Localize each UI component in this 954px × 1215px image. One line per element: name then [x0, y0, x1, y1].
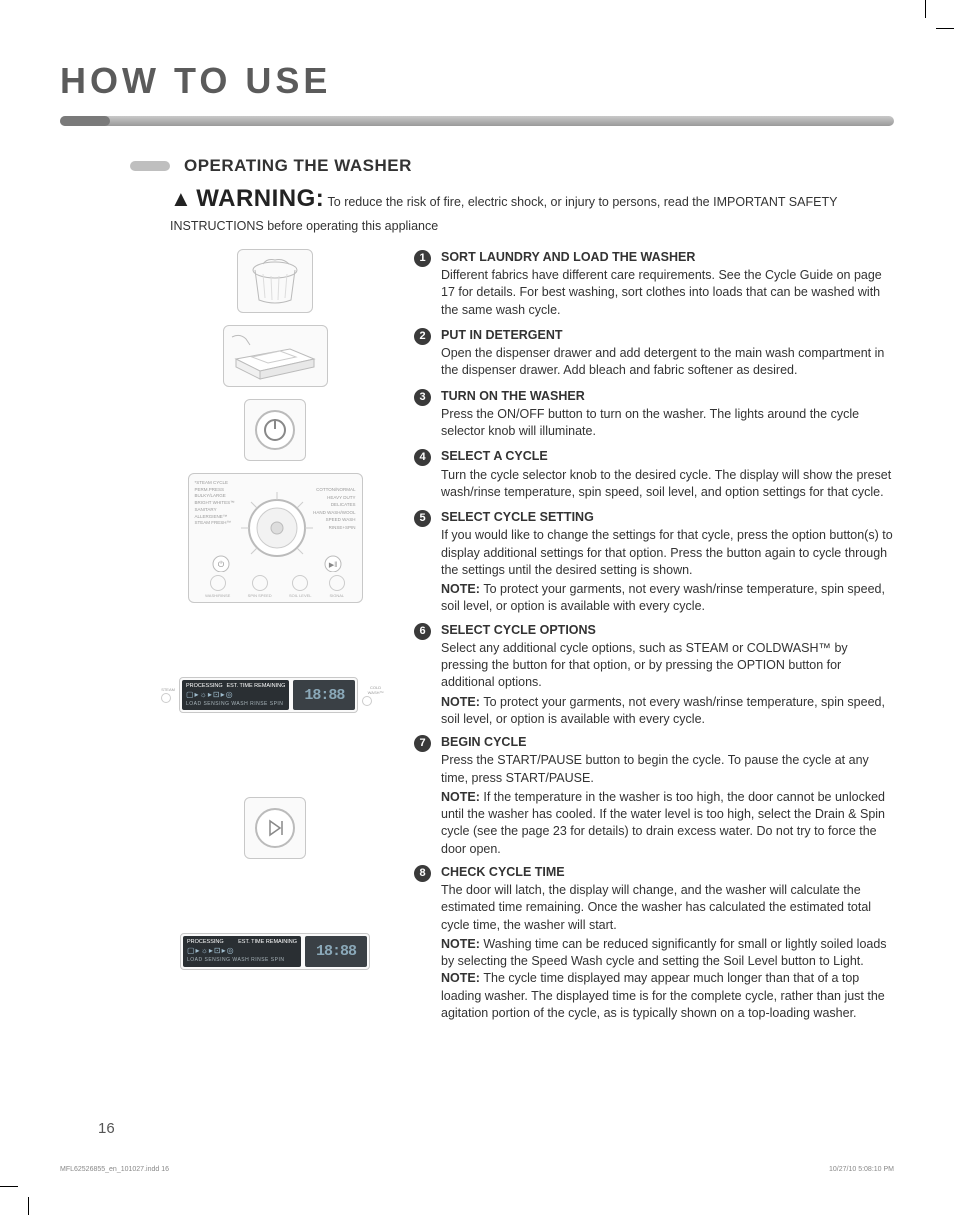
- dial-illustration: ⏻ ▶‖ *STEAM CYCLE PERM.PRESS BULKY/LARGE…: [188, 473, 363, 603]
- step: 3 TURN ON THE WASHERPress the ON/OFF butt…: [414, 388, 894, 443]
- step-body: SELECT A CYCLE Turn the cycle selector kn…: [441, 448, 894, 503]
- step-note: NOTE: If the temperature in the washer i…: [441, 789, 894, 858]
- title-rule: [60, 116, 894, 126]
- step-title: BEGIN CYCLE: [441, 734, 894, 751]
- dial-right-labels: COTTON/NORMAL HEAVY DUTY DELICATES HAND …: [313, 486, 355, 532]
- step-title: TURN ON THE WASHER: [441, 388, 894, 405]
- step-title: CHECK CYCLE TIME: [441, 864, 894, 881]
- dial-bottom-buttons: WASH/RINSE SPIN SPEED SOIL LEVEL SIGNAL: [189, 575, 362, 598]
- step-text: Open the dispenser drawer and add deterg…: [441, 345, 894, 380]
- display-panel-1: STEAM PROCESSINGEST. TIME REMAINING ▢▸☼▸…: [161, 677, 389, 713]
- step-note: NOTE: To protect your garments, not ever…: [441, 581, 894, 616]
- step-title: PUT IN DETERGENT: [441, 327, 894, 344]
- step-text: Press the START/PAUSE button to begin th…: [441, 752, 894, 787]
- page-number: 16: [98, 1120, 115, 1137]
- drawer-illustration: [223, 325, 328, 387]
- step: 7 BEGIN CYCLEPress the START/PAUSE button…: [414, 734, 894, 858]
- step-text: Turn the cycle selector knob to the desi…: [441, 467, 894, 502]
- svg-text:▶‖: ▶‖: [328, 562, 336, 569]
- step: 1 SORT LAUNDRY AND LOAD THE WASHERDiffere…: [414, 249, 894, 321]
- step-body: SELECT CYCLE OPTIONSSelect any additiona…: [441, 622, 894, 729]
- footer-right: 10/27/10 5:08:10 PM: [829, 1166, 894, 1173]
- illustration-column: ⏻ ▶‖ *STEAM CYCLE PERM.PRESS BULKY/LARGE…: [170, 249, 380, 1028]
- step-text: Select any additional cycle options, suc…: [441, 640, 894, 692]
- start-pause-illustration: [244, 797, 306, 859]
- step-text: The door will latch, the display will ch…: [441, 882, 894, 934]
- step-text: Different fabrics have different care re…: [441, 267, 894, 319]
- step-title: SORT LAUNDRY AND LOAD THE WASHER: [441, 249, 894, 266]
- steps-column: 1 SORT LAUNDRY AND LOAD THE WASHERDiffere…: [414, 249, 894, 1028]
- step-body: BEGIN CYCLEPress the START/PAUSE button …: [441, 734, 894, 858]
- step-text: If you would like to change the settings…: [441, 527, 894, 579]
- step-text: Press the ON/OFF button to turn on the w…: [441, 406, 894, 441]
- step: 4 SELECT A CYCLE Turn the cycle selector k…: [414, 448, 894, 503]
- step-number: 5: [414, 510, 431, 527]
- section-header: OPERATING THE WASHER: [130, 156, 894, 176]
- step-number: 8: [414, 865, 431, 882]
- warning-icon: ▲: [170, 183, 192, 215]
- step-body: SELECT CYCLE SETTINGIf you would like to…: [441, 509, 894, 616]
- step-body: SORT LAUNDRY AND LOAD THE WASHERDifferen…: [441, 249, 894, 321]
- svg-text:⏻: ⏻: [217, 560, 224, 569]
- page-title: HOW TO USE: [60, 60, 894, 102]
- step-number: 2: [414, 328, 431, 345]
- step-note: NOTE: Washing time can be reduced signif…: [441, 936, 894, 971]
- step-note: NOTE: The cycle time displayed may appea…: [441, 970, 894, 1022]
- step: 6 SELECT CYCLE OPTIONSSelect any addition…: [414, 622, 894, 729]
- warning-word: WARNING:: [196, 182, 324, 217]
- step-note: NOTE: To protect your garments, not ever…: [441, 694, 894, 729]
- dial-left-labels: *STEAM CYCLE PERM.PRESS BULKY/LARGE BRIG…: [195, 480, 235, 527]
- step-number: 6: [414, 623, 431, 640]
- step-number: 3: [414, 389, 431, 406]
- step: 2 PUT IN DETERGENTOpen the dispenser draw…: [414, 327, 894, 382]
- step-body: PUT IN DETERGENTOpen the dispenser drawe…: [441, 327, 894, 382]
- step-body: TURN ON THE WASHERPress the ON/OFF butto…: [441, 388, 894, 443]
- time-display: 18:88: [304, 687, 344, 704]
- step-title: SELECT A CYCLE: [441, 448, 894, 465]
- basket-illustration: [237, 249, 313, 313]
- warning-label: ▲ WARNING:: [170, 182, 324, 217]
- step: 5 SELECT CYCLE SETTINGIf you would like t…: [414, 509, 894, 616]
- step-title: SELECT CYCLE OPTIONS: [441, 622, 894, 639]
- section-heading: OPERATING THE WASHER: [184, 156, 412, 176]
- step-number: 1: [414, 250, 431, 267]
- footer-left: MFL62526855_en_101027.indd 16: [60, 1166, 169, 1173]
- page: HOW TO USE OPERATING THE WASHER ▲ WARNIN…: [60, 60, 894, 1155]
- step: 8 CHECK CYCLE TIMEThe door will latch, th…: [414, 864, 894, 1022]
- step-body: CHECK CYCLE TIMEThe door will latch, the…: [441, 864, 894, 1022]
- step-number: 7: [414, 735, 431, 752]
- warning-block: ▲ WARNING: To reduce the risk of fire, e…: [170, 182, 894, 235]
- section-tab: [130, 161, 170, 171]
- display-panel-2: PROCESSINGEST. TIME REMAINING ▢▸☼▸⊡▸◎ LO…: [180, 933, 370, 969]
- power-button-illustration: [244, 399, 306, 461]
- step-number: 4: [414, 449, 431, 466]
- step-title: SELECT CYCLE SETTING: [441, 509, 894, 526]
- content: ⏻ ▶‖ *STEAM CYCLE PERM.PRESS BULKY/LARGE…: [170, 249, 894, 1028]
